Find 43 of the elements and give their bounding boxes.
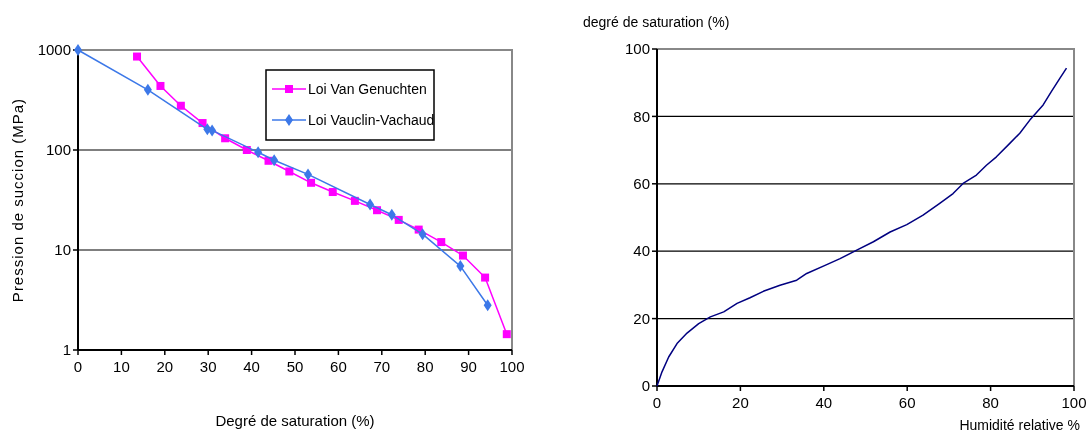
y-axis-title: Pression de succion (MPa) bbox=[9, 97, 26, 303]
point bbox=[458, 251, 467, 260]
legend-label: Loi Van Genuchten bbox=[308, 80, 427, 97]
point bbox=[307, 178, 316, 187]
y-tick-label: 10 bbox=[54, 241, 71, 259]
x-tick-label: 40 bbox=[243, 358, 260, 375]
point bbox=[133, 52, 142, 61]
x-tick-label: 60 bbox=[898, 394, 916, 411]
y-tick-label: 60 bbox=[633, 175, 650, 193]
y-tick-label: 100 bbox=[45, 141, 71, 159]
x-axis-title: Degré de saturation (%) bbox=[215, 412, 375, 429]
x-tick-label: 100 bbox=[499, 358, 525, 375]
x-tick-label: 0 bbox=[73, 358, 83, 375]
x-tick-label: 100 bbox=[1061, 394, 1087, 411]
x-tick-label: 10 bbox=[113, 358, 130, 375]
x-tick-label: 0 bbox=[652, 394, 662, 411]
x-tick-label: 70 bbox=[373, 358, 391, 375]
x-tick-label: 80 bbox=[982, 394, 999, 411]
y-tick-label: 40 bbox=[633, 242, 650, 260]
x-tick-label: 60 bbox=[330, 358, 347, 375]
point bbox=[328, 188, 337, 197]
point bbox=[481, 273, 490, 282]
y-axis-title: degré de saturation (%) bbox=[583, 14, 730, 30]
x-tick-label: 30 bbox=[199, 358, 217, 375]
x-tick-label: 80 bbox=[416, 358, 434, 375]
x-tick-label: 20 bbox=[156, 358, 174, 375]
point bbox=[176, 101, 185, 110]
point bbox=[502, 330, 511, 339]
x-tick-label: 20 bbox=[732, 394, 749, 411]
y-tick-label: 80 bbox=[633, 107, 650, 125]
y-tick-label: 1 bbox=[62, 341, 71, 359]
y-tick-label: 1000 bbox=[37, 41, 71, 59]
point bbox=[437, 238, 446, 247]
y-tick-label: 20 bbox=[633, 309, 650, 327]
point bbox=[285, 167, 294, 176]
y-tick-label: 100 bbox=[624, 40, 650, 58]
line-series bbox=[656, 67, 1068, 387]
x-axis-title: Humidité relative % bbox=[959, 417, 1080, 433]
y-tick-label: 0 bbox=[641, 377, 650, 395]
point bbox=[156, 81, 165, 90]
x-tick-label: 90 bbox=[460, 358, 477, 375]
x-tick-label: 40 bbox=[815, 394, 833, 411]
x-tick-label: 50 bbox=[286, 358, 304, 375]
